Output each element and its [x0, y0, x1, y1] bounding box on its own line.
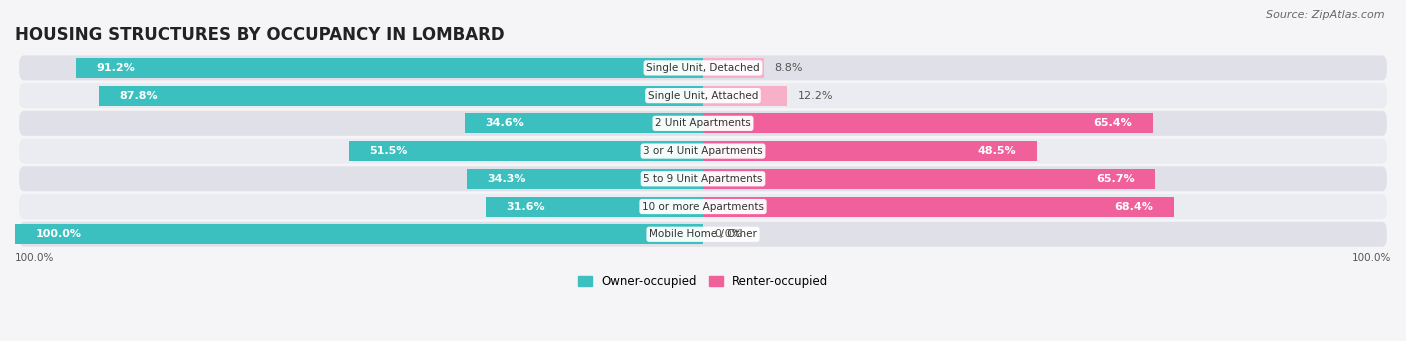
- Text: Single Unit, Attached: Single Unit, Attached: [648, 91, 758, 101]
- Text: 100.0%: 100.0%: [35, 229, 82, 239]
- Text: 100.0%: 100.0%: [1351, 253, 1391, 263]
- Text: 2 Unit Apartments: 2 Unit Apartments: [655, 118, 751, 128]
- Bar: [703, 86, 787, 106]
- Text: 65.4%: 65.4%: [1094, 118, 1132, 128]
- Text: 31.6%: 31.6%: [506, 202, 546, 211]
- Text: 8.8%: 8.8%: [775, 63, 803, 73]
- Text: 100.0%: 100.0%: [15, 253, 55, 263]
- Text: 3 or 4 Unit Apartments: 3 or 4 Unit Apartments: [643, 146, 763, 156]
- Text: Single Unit, Detached: Single Unit, Detached: [647, 63, 759, 73]
- Text: 12.2%: 12.2%: [799, 91, 834, 101]
- Text: 87.8%: 87.8%: [120, 91, 159, 101]
- Text: Source: ZipAtlas.com: Source: ZipAtlas.com: [1267, 10, 1385, 20]
- Text: Mobile Home / Other: Mobile Home / Other: [650, 229, 756, 239]
- Text: 34.6%: 34.6%: [485, 118, 524, 128]
- FancyBboxPatch shape: [20, 83, 1386, 108]
- Legend: Owner-occupied, Renter-occupied: Owner-occupied, Renter-occupied: [572, 270, 834, 293]
- FancyBboxPatch shape: [20, 111, 1386, 136]
- Bar: [485, 196, 703, 217]
- Bar: [349, 141, 703, 161]
- FancyBboxPatch shape: [20, 166, 1386, 191]
- Text: 65.7%: 65.7%: [1095, 174, 1135, 184]
- Text: 68.4%: 68.4%: [1114, 202, 1153, 211]
- Text: 48.5%: 48.5%: [977, 146, 1017, 156]
- FancyBboxPatch shape: [20, 222, 1386, 247]
- Bar: [703, 113, 1153, 133]
- Text: HOUSING STRUCTURES BY OCCUPANCY IN LOMBARD: HOUSING STRUCTURES BY OCCUPANCY IN LOMBA…: [15, 26, 505, 44]
- Text: 51.5%: 51.5%: [370, 146, 408, 156]
- Bar: [76, 58, 703, 78]
- Bar: [703, 169, 1154, 189]
- Text: 5 to 9 Unit Apartments: 5 to 9 Unit Apartments: [644, 174, 762, 184]
- Text: 91.2%: 91.2%: [96, 63, 135, 73]
- Bar: [467, 169, 703, 189]
- Bar: [15, 224, 703, 244]
- Text: 10 or more Apartments: 10 or more Apartments: [643, 202, 763, 211]
- Bar: [703, 196, 1174, 217]
- Text: 0.0%: 0.0%: [714, 229, 742, 239]
- FancyBboxPatch shape: [20, 194, 1386, 219]
- FancyBboxPatch shape: [20, 56, 1386, 80]
- FancyBboxPatch shape: [20, 138, 1386, 164]
- Bar: [98, 86, 703, 106]
- Bar: [703, 141, 1036, 161]
- Text: 34.3%: 34.3%: [488, 174, 526, 184]
- Bar: [465, 113, 703, 133]
- Bar: [703, 58, 763, 78]
